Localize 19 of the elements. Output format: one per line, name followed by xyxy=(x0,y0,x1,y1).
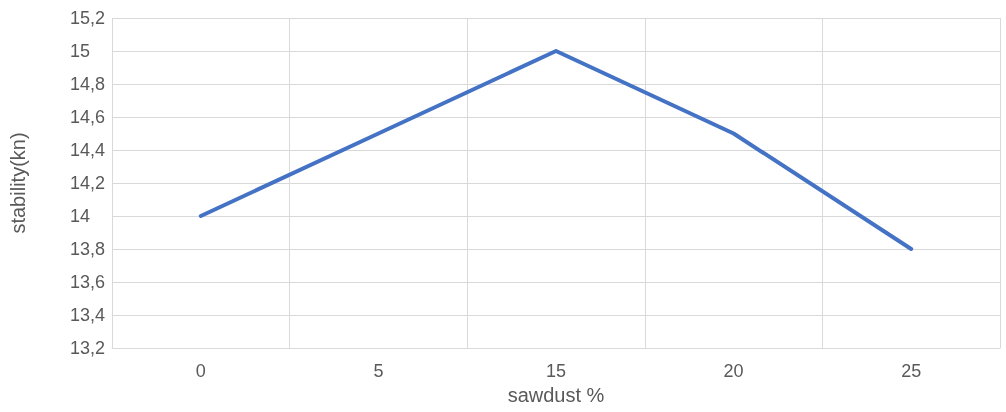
x-tick-label: 15 xyxy=(545,361,567,381)
x-tick-label: 20 xyxy=(723,361,744,381)
x-tick-label: 25 xyxy=(901,361,922,381)
x-tick-label: 5 xyxy=(373,361,384,381)
y-tick-label: 13,8 xyxy=(70,239,106,259)
y-tick-label: 15 xyxy=(70,41,91,61)
y-tick-label: 14,6 xyxy=(70,107,106,127)
y-tick-label: 13,6 xyxy=(70,272,106,292)
y-tick-label: 14,2 xyxy=(70,173,106,193)
y-tick-label: 14,8 xyxy=(70,74,106,94)
y-tick-label: 14,4 xyxy=(70,140,106,160)
line-series xyxy=(198,49,914,251)
y-axis-title: stability(kn) xyxy=(7,132,29,234)
y-tick-label: 14 xyxy=(70,206,91,226)
y-tick-label: 13,2 xyxy=(70,338,106,358)
x-axis-title: sawdust % xyxy=(507,383,605,406)
y-tick-label: 15,2 xyxy=(70,8,106,28)
y-tick-label: 13,4 xyxy=(70,305,106,325)
x-tick-label: 0 xyxy=(195,361,206,381)
